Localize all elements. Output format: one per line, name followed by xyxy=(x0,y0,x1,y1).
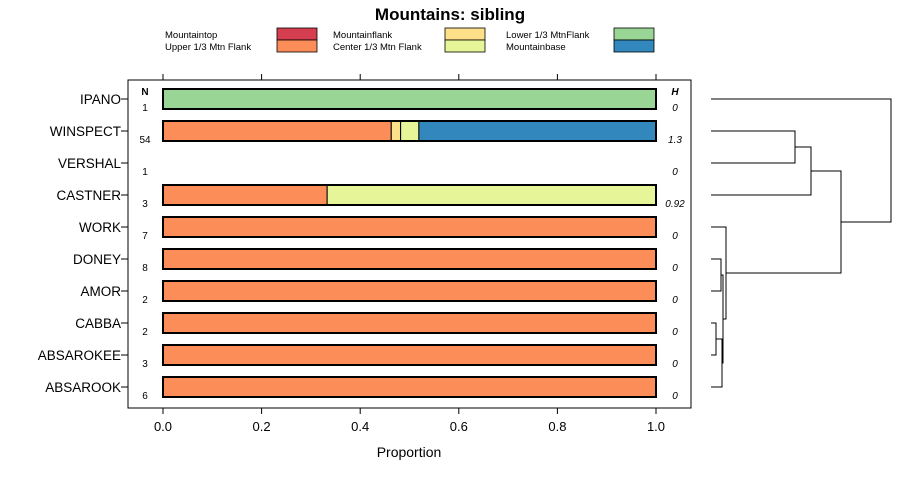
n-value-vershal: 1 xyxy=(142,167,148,178)
legend-label-upper-1-3-mtn-flank: Upper 1/3 Mtn Flank xyxy=(165,42,251,53)
legend-label-mountainbase: Mountainbase xyxy=(506,42,566,53)
bar-segment-ipano-lower-1-3-mtnflank xyxy=(162,88,657,110)
n-value-winspect: 54 xyxy=(139,135,151,146)
bar-outline-winspect xyxy=(162,120,657,142)
h-value-amor: 0 xyxy=(672,295,678,306)
bar-segment-castner-upper-1-3-mtn-flank xyxy=(162,184,328,206)
h-value-vershal: 0 xyxy=(672,167,678,178)
row-label-vershal: VERSHAL xyxy=(58,156,122,171)
bar-outline-cabba xyxy=(162,312,657,334)
h-value-doney: 0 xyxy=(672,263,678,274)
legend-swatch-mountainflank xyxy=(444,27,486,41)
x-tick-label: 0.0 xyxy=(154,419,172,434)
h-value-absarokee: 0 xyxy=(672,359,678,370)
n-value-ipano: 1 xyxy=(142,103,148,114)
bar-segment-amor-upper-1-3-mtn-flank xyxy=(162,280,657,302)
dendrogram-link-m8 xyxy=(726,170,842,274)
bar-segment-work-upper-1-3-mtn-flank xyxy=(162,216,657,238)
h-value-cabba: 0 xyxy=(672,327,678,338)
dendrogram-link-m3 xyxy=(711,258,722,292)
bar-outline-work xyxy=(162,216,657,238)
legend-swatch-mountainbase xyxy=(613,39,655,53)
x-axis-label: Proportion xyxy=(377,444,442,460)
bar-outline-castner xyxy=(162,184,657,206)
bar-outline-absarokee xyxy=(162,344,657,366)
h-value-work: 0 xyxy=(672,231,678,242)
bar-segment-cabba-upper-1-3-mtn-flank xyxy=(162,312,657,334)
h-value-absarook: 0 xyxy=(672,391,678,402)
bar-segment-winspect-mountainbase xyxy=(418,120,657,142)
x-tick-label: 0.8 xyxy=(548,419,566,434)
legend-swatch-mountaintop xyxy=(276,27,318,41)
x-tick-label: 1.0 xyxy=(647,419,665,434)
row-label-cabba: CABBA xyxy=(75,316,121,331)
row-label-absarokee: ABSAROKEE xyxy=(38,348,121,363)
n-value-cabba: 2 xyxy=(142,327,148,338)
bar-segment-doney-upper-1-3-mtn-flank xyxy=(162,248,657,270)
axes: 0.0 0.2 0.4 0.6 0.8 1.0 xyxy=(154,74,665,434)
dendrogram-link-m7 xyxy=(711,146,812,196)
bar-segment-absarook-upper-1-3-mtn-flank xyxy=(162,376,657,398)
n-value-doney: 8 xyxy=(142,263,148,274)
legend-swatch-lower-1-3-mtnflank xyxy=(613,27,655,41)
legend-label-center-1-3-mtn-flank: Center 1/3 Mtn Flank xyxy=(333,42,422,53)
legend-label-lower-1-3-mtnflank: Lower 1/3 MtnFlank xyxy=(506,30,590,41)
bar-segment-absarokee-upper-1-3-mtn-flank xyxy=(162,344,657,366)
n-value-absarokee: 3 xyxy=(142,359,148,370)
plot-frame xyxy=(127,79,692,409)
legend-swatch-upper-1-3-mtn-flank xyxy=(276,39,318,53)
n-value-castner: 3 xyxy=(142,199,148,210)
n-column-header: N xyxy=(141,87,148,98)
n-value-work: 7 xyxy=(142,231,148,242)
x-tick-label: 0.6 xyxy=(450,419,468,434)
row-label-ipano: IPANO xyxy=(80,92,121,107)
bar-segment-castner-center-1-3-mtn-flank xyxy=(326,184,657,206)
x-tick-label: 0.4 xyxy=(351,419,369,434)
bar-segment-winspect-upper-1-3-mtn-flank xyxy=(162,120,392,142)
bar-segment-winspect-center-1-3-mtn-flank xyxy=(400,120,420,142)
row-label-castner: CASTNER xyxy=(56,188,121,203)
bar-outline-absarook xyxy=(162,376,657,398)
dendrogram xyxy=(711,98,892,388)
row-label-work: WORK xyxy=(79,220,121,235)
dendrogram-link-m6 xyxy=(711,130,796,164)
bar-outline-doney xyxy=(162,248,657,270)
dendrogram-link-m1 xyxy=(711,322,717,356)
row-label-absarook: ABSAROOK xyxy=(45,380,121,395)
row-label-winspect: WINSPECT xyxy=(50,124,121,139)
chart-title: Mountains: sibling xyxy=(375,5,525,24)
x-tick-label: 0.2 xyxy=(253,419,271,434)
dendrogram-link-m5 xyxy=(711,226,727,320)
legend-label-mountaintop: Mountaintop xyxy=(165,30,217,41)
n-value-absarook: 6 xyxy=(142,391,148,402)
bar-outline-ipano xyxy=(162,88,657,110)
row-label-doney: DONEY xyxy=(73,252,121,267)
h-value-winspect: 1.3 xyxy=(668,135,682,146)
bar-segment-winspect-mountainflank xyxy=(390,120,402,142)
row-label-amor: AMOR xyxy=(81,284,122,299)
h-value-castner: 0.92 xyxy=(665,199,685,210)
h-value-ipano: 0 xyxy=(672,103,678,114)
legend-swatch-center-1-3-mtn-flank xyxy=(444,39,486,53)
legend-label-mountainflank: Mountainflank xyxy=(333,30,392,41)
rows: IPANO 1 0 WINSPECT 54 1.3 VERSHAL 1 0 CASTNER 3 0.9… xyxy=(38,88,685,402)
h-column-header: H xyxy=(671,87,679,98)
n-value-amor: 2 xyxy=(142,295,148,306)
bar-outline-amor xyxy=(162,280,657,302)
dendrogram-link-m9 xyxy=(711,98,892,223)
